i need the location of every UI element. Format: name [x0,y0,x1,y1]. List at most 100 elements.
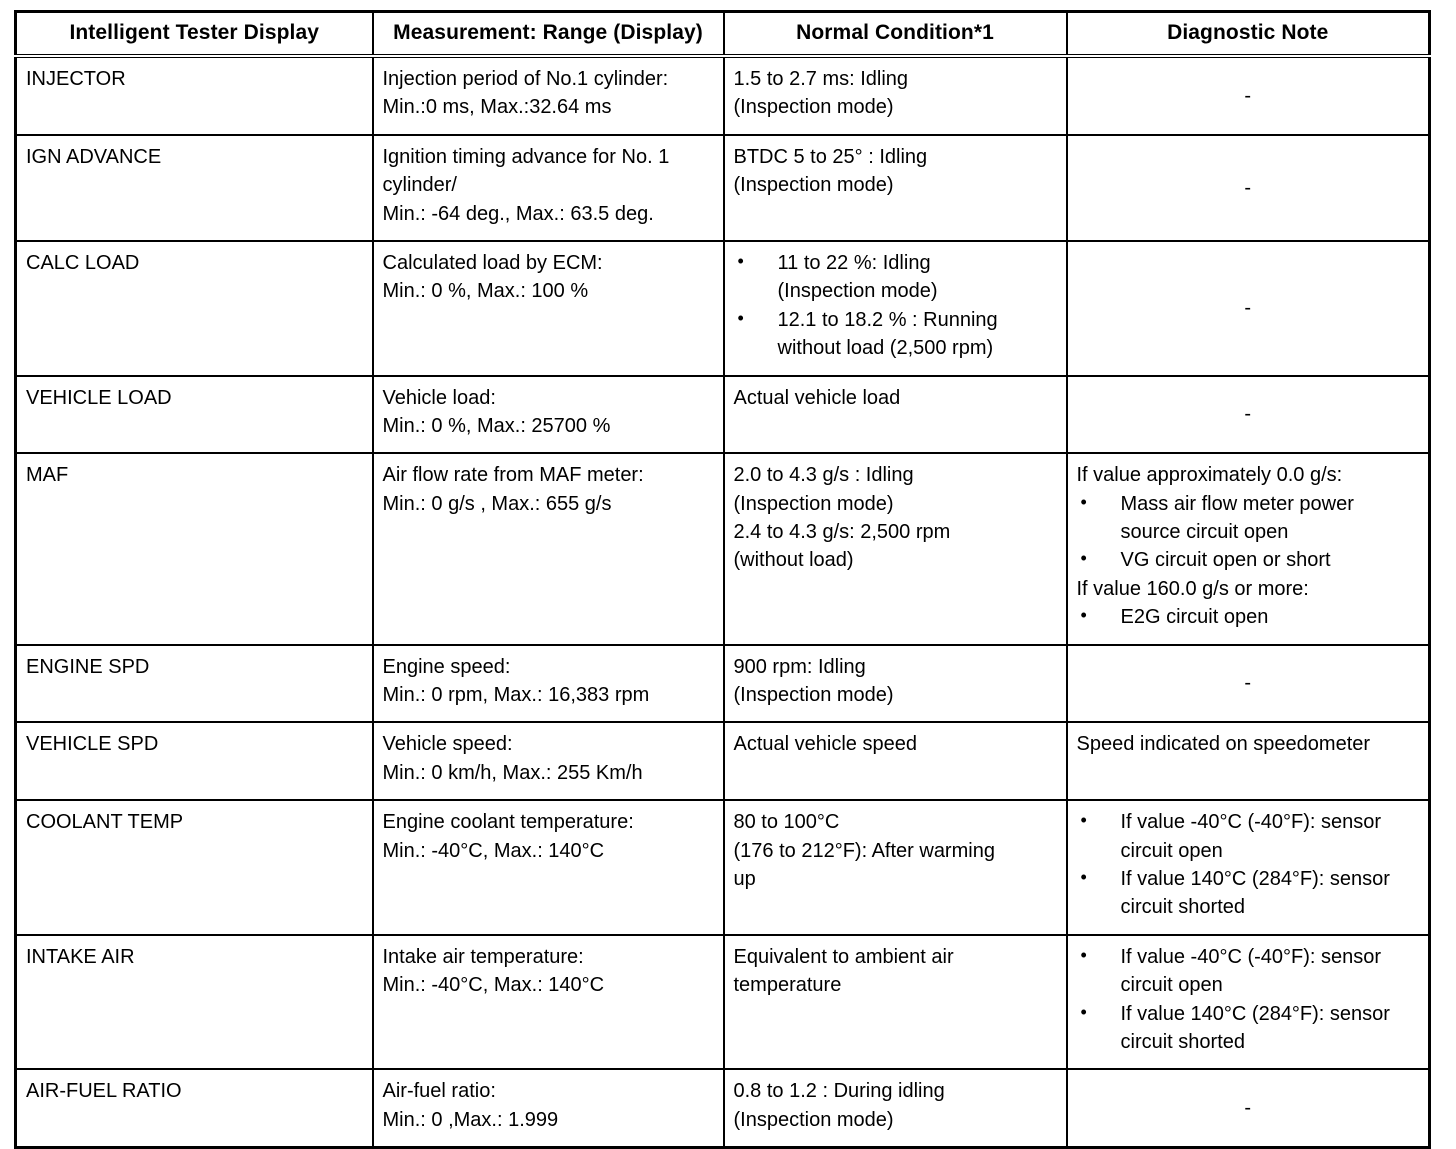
text-line: Min.: 0 km/h, Max.: 255 Km/h [382,761,643,784]
diagnostic-note-cell: - [1067,1069,1430,1147]
table-row: AIR-FUEL RATIO Air-fuel ratio: Min.: 0 ,Ma… [15,1069,1430,1148]
diagnostic-note-cell: If value -40°C (-40°F): sensor circuit o… [1066,934,1430,1071]
dash-placeholder: - [1244,297,1252,320]
bullet-item: If value 140°C (284°F): sensor circuit s… [1077,864,1420,922]
normal-condition-cell: BTDC 5 to 25° : Idling (Inspection mode) [723,134,1068,242]
measurement-range-cell: Engine speed: Min.: 0 rpm, Max.: 16,383 r… [372,644,725,724]
column-header-measurement-range: Measurement: Range (Display) [372,11,725,58]
measurement-range-cell: Ignition timing advance for No. 1 cylinde… [372,134,725,242]
text-line: Min.: -40°C, Max.: 140°C [382,839,605,862]
tester-display-label: INJECTOR [26,68,126,90]
text-line: Intake air temperature: [382,945,584,968]
tester-display-cell: AIR-FUEL RATIO [15,1069,374,1148]
table-row: INTAKE AIR Intake air temperature: Min.: -… [15,934,1430,1071]
text-line: (Inspection mode) [733,492,894,515]
diagnostic-note-cell: - [1066,644,1430,724]
tester-display-cell: IGN ADVANCE [15,134,374,242]
table-row: COOLANT TEMP Engine coolant temperature: M… [15,800,1430,936]
bullet-item: If value 140°C (284°F): sensor circuit s… [1077,999,1420,1057]
tester-display-label: COOLANT TEMP [26,811,184,834]
bullet-item: 11 to 22 %: Idling (Inspection mode) [734,248,1057,306]
dash-placeholder: - [1244,176,1252,199]
text-line: If value approximately 0.0 g/s: [1076,464,1343,487]
text-line: Min.: -64 deg., Max.: 63.5 deg. [382,202,654,225]
tester-display-cell: MAF [15,453,374,646]
document-sheet: Intelligent Tester Display Measurement: … [0,0,1456,1042]
text-line: 2.0 to 4.3 g/s : Idling [733,464,914,487]
normal-condition-cell: 900 rpm: Idling (Inspection mode) [723,644,1068,724]
text-line: Vehicle speed: [382,733,513,756]
text-line: BTDC 5 to 25° : Idling [733,145,928,168]
measurement-range-cell: Vehicle load: Min.: 0 %, Max.: 25700 % [372,375,725,455]
tester-display-cell: VEHICLE SPD [15,722,374,802]
normal-condition-cell: Actual vehicle speed [723,722,1068,802]
measurement-range-cell: Air-fuel ratio: Min.: 0 ,Max.: 1.999 [372,1069,725,1148]
table-header: Intelligent Tester Display Measurement: … [15,11,1430,58]
text-line: Calculated load by ECM: [382,251,603,274]
normal-condition-cell: 1.5 to 2.7 ms: Idling (Inspection mode) [723,56,1068,136]
normal-condition-cell: 80 to 100°C (176 to 212°F): After warming… [723,800,1068,936]
text-line: Min.: 0 ,Max.: 1.999 [382,1108,559,1131]
bullet-list: E2G circuit open [1077,602,1420,631]
text-line: Min.:0 ms, Max.:32.64 ms [382,96,612,119]
text-line: Min.: -40°C, Max.: 140°C [382,974,605,997]
table-row: INJECTOR Injection period of No.1 cylinde… [15,56,1430,136]
text-line: Engine speed: [382,655,511,678]
bullet-item: If value -40°C (-40°F): sensor circuit o… [1077,807,1420,865]
text-line: Speed indicated on speedometer [1076,733,1371,756]
text-line: (Inspection mode) [733,684,894,707]
text-line: Actual vehicle speed [733,733,917,756]
bullet-list: Mass air flow meter power source circuit… [1077,489,1420,547]
text-line: Min.: 0 %, Max.: 100 % [382,280,589,303]
table-row: VEHICLE SPD Vehicle speed: Min.: 0 km/h, M… [15,722,1430,802]
tester-display-label: CALC LOAD [26,251,140,274]
normal-condition-cell: 2.0 to 4.3 g/s : Idling (Inspection mode)… [723,453,1068,646]
measurement-range-cell: Engine coolant temperature: Min.: -40°C, … [372,800,725,936]
column-header-normal-condition: Normal Condition*1 [723,11,1068,58]
tester-display-cell: INTAKE AIR [15,934,374,1071]
text-line: Air flow rate from MAF meter: [382,464,644,487]
measurement-range-cell: Calculated load by ECM: Min.: 0 %, Max.: … [372,240,725,377]
tester-display-cell: INJECTOR [15,56,374,136]
text-line: 1.5 to 2.7 ms: Idling [733,68,909,90]
text-line: (176 to 212°F): After warming [733,839,995,862]
text-line: Equivalent to ambient air [733,945,954,968]
tester-display-label: VEHICLE LOAD [26,386,172,409]
table-row: IGN ADVANCE Ignition timing advance for N… [15,134,1430,242]
table-header-row: Intelligent Tester Display Measurement: … [15,11,1430,58]
text-line: temperature [733,974,842,997]
normal-condition-cell: 11 to 22 %: Idling (Inspection mode)12.1… [723,240,1068,377]
text-line: 0.8 to 1.2 : During idling [733,1080,945,1103]
dash-placeholder: - [1244,403,1252,426]
bullet-list: If value 140°C (284°F): sensor circuit s… [1077,999,1420,1057]
text-line: Vehicle load: [382,386,496,409]
normal-condition-cell: Equivalent to ambient air temperature [723,934,1068,1071]
dash-placeholder: - [1244,672,1252,695]
measurement-range-cell: Injection period of No.1 cylinder: Min.:0… [372,56,725,136]
text-line: (Inspection mode) [733,1108,894,1131]
bullet-list: If value -40°C (-40°F): sensor circuit o… [1077,942,1420,1000]
text-line: Injection period of No.1 cylinder: [382,68,669,90]
tester-display-label: INTAKE AIR [26,945,135,968]
diagnostic-note-cell: If value -40°C (-40°F): sensor circuit o… [1066,800,1430,936]
tester-display-cell: VEHICLE LOAD [15,375,374,455]
diagnostic-note-cell: Speed indicated on speedometer [1066,722,1430,802]
text-line: Min.: 0 rpm, Max.: 16,383 rpm [382,684,650,707]
text-line: Air-fuel ratio: [382,1080,496,1103]
text-line: 900 rpm: Idling [733,655,866,678]
dash-placeholder: - [1244,1097,1252,1120]
table-row: ENGINE SPD Engine speed: Min.: 0 rpm, Max.… [15,644,1430,724]
diagnostic-note-cell: - [1066,134,1430,242]
text-line: up [733,867,756,890]
diagnostic-note-cell: - [1066,240,1430,377]
normal-condition-cell: 0.8 to 1.2 : During idling (Inspection mo… [723,1069,1068,1148]
bullet-item: Mass air flow meter power source circuit… [1077,489,1420,547]
text-line: Actual vehicle load [733,386,901,409]
text-line: If value 160.0 g/s or more: [1076,577,1309,600]
diagnostic-note-cell: - [1066,375,1430,455]
text-line: 80 to 100°C [733,811,840,834]
text-line: Ignition timing advance for No. 1 [382,145,670,168]
tester-display-label: AIR-FUEL RATIO [26,1080,182,1103]
text-line: 2.4 to 4.3 g/s: 2,500 rpm [733,521,951,544]
bullet-item: 12.1 to 18.2 % : Running without load (2… [734,305,1057,363]
